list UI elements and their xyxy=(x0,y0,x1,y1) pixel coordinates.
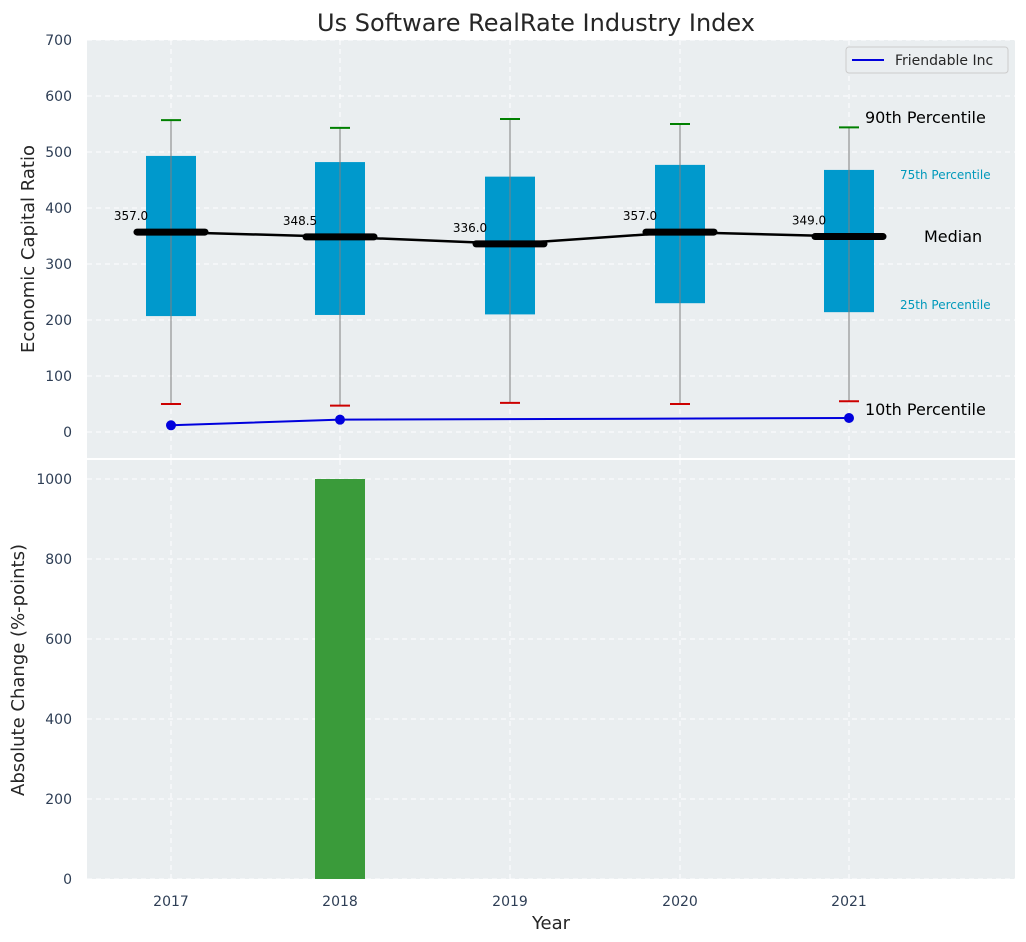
x-tick-label: 2019 xyxy=(492,894,528,910)
top-y-tick-label: 600 xyxy=(45,89,72,105)
top-y-tick-label: 0 xyxy=(63,425,72,441)
top-y-axis-title: Economic Capital Ratio xyxy=(18,145,39,353)
chart-title: Us Software RealRate Industry Index xyxy=(317,9,755,37)
annotation-median: Median xyxy=(924,227,982,246)
percentile-annotations: 90th Percentile 75th Percentile Median 2… xyxy=(865,108,991,419)
x-tick-labels: 2017 2018 2019 2020 2021 xyxy=(153,894,867,910)
bar-group xyxy=(315,479,365,879)
x-tick-label: 2021 xyxy=(831,894,867,910)
annotation-p25: 25th Percentile xyxy=(900,298,991,312)
top-y-tick-label: 500 xyxy=(45,145,72,161)
top-panel-background xyxy=(87,40,1015,458)
legend: Friendable Inc xyxy=(845,46,1009,74)
x-tick-label: 2018 xyxy=(322,894,358,910)
x-tick-label: 2017 xyxy=(153,894,189,910)
x-tick-label: 2020 xyxy=(662,894,698,910)
bottom-gridlines xyxy=(87,460,1015,880)
top-y-tick-label: 300 xyxy=(45,257,72,273)
change-bar xyxy=(315,479,365,879)
median-value-label: 349.0 xyxy=(792,214,826,228)
annotation-p90: 90th Percentile xyxy=(865,108,986,127)
top-y-tick-label: 100 xyxy=(45,369,72,385)
median-value-label: 357.0 xyxy=(623,209,657,223)
bottom-y-tick-labels: 0 200 400 600 800 1000 xyxy=(36,472,72,888)
x-axis-title: Year xyxy=(531,913,571,934)
bottom-y-tick-label: 400 xyxy=(45,712,72,728)
bottom-y-tick-label: 800 xyxy=(45,552,72,568)
bottom-panel-background xyxy=(87,460,1015,879)
bottom-y-tick-label: 200 xyxy=(45,792,72,808)
annotation-p75: 75th Percentile xyxy=(900,168,991,182)
legend-label-friendable: Friendable Inc xyxy=(895,53,993,69)
legend-box xyxy=(845,46,1009,74)
median-value-label: 336.0 xyxy=(453,221,487,235)
median-trend xyxy=(133,228,887,248)
bottom-y-tick-label: 1000 xyxy=(36,472,72,488)
top-y-tick-label: 400 xyxy=(45,201,72,217)
series-point xyxy=(335,414,345,425)
top-y-tick-labels: 0 100 200 300 400 500 600 700 xyxy=(45,33,72,441)
median-value-label: 357.0 xyxy=(114,209,148,223)
bottom-y-tick-label: 0 xyxy=(63,872,72,888)
bottom-panel: 0 200 400 600 800 1000 2017 2018 2019 2020 2021 A… xyxy=(8,460,1015,934)
median-value-label: 348.5 xyxy=(283,214,317,228)
bottom-y-axis-title: Absolute Change (%-points) xyxy=(8,544,29,796)
series-point xyxy=(166,420,176,431)
annotation-p10: 10th Percentile xyxy=(865,400,986,419)
median-value-labels: 357.0 348.5 336.0 357.0 349.0 xyxy=(114,209,826,235)
top-y-tick-label: 700 xyxy=(45,33,72,49)
top-y-tick-label: 200 xyxy=(45,313,72,329)
bottom-y-tick-label: 600 xyxy=(45,632,72,648)
series-group xyxy=(166,413,854,431)
series-point xyxy=(844,413,854,423)
